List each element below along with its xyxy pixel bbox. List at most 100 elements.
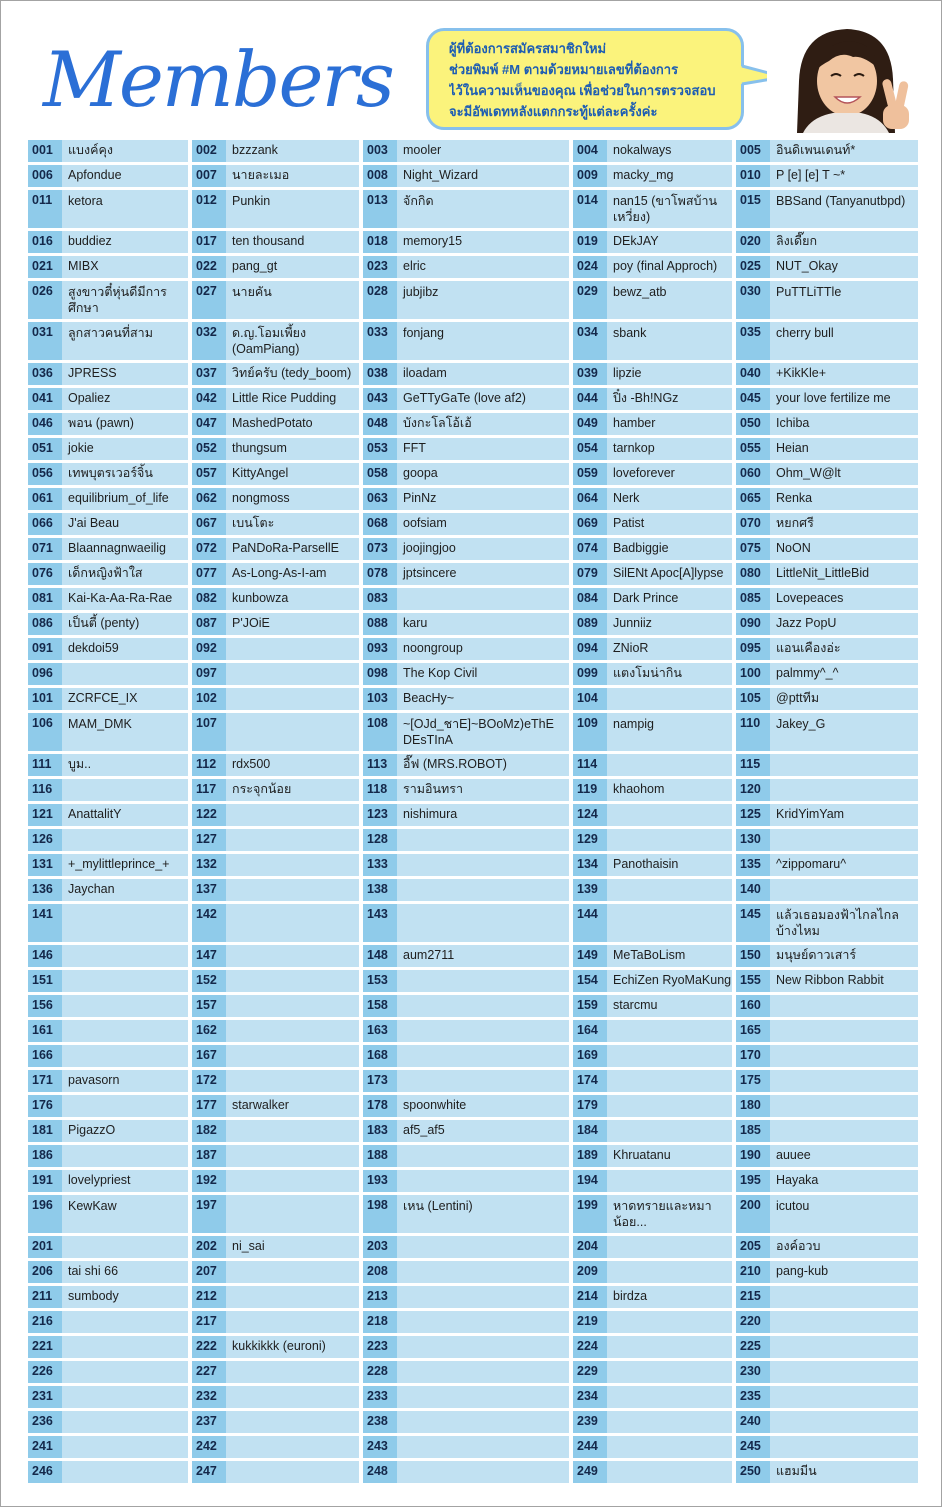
member-name xyxy=(226,904,359,942)
member-number: 070 xyxy=(736,513,770,535)
member-name: sbank xyxy=(613,326,647,340)
photo-bangs xyxy=(815,41,879,71)
member-number: 220 xyxy=(736,1311,770,1333)
member-number: 131 xyxy=(28,854,62,876)
member-cell: 147 xyxy=(192,945,359,967)
member-cell: 157 xyxy=(192,995,359,1017)
member-row: 026 สูงขาวตี๋หุ่นดีมีการศึกษา 027 นายคัน 028… xyxy=(28,281,918,322)
member-cell: 098 The Kop Civil xyxy=(363,663,569,685)
member-cell: 215 xyxy=(736,1286,918,1308)
member-number: 194 xyxy=(573,1170,607,1192)
member-name: DEkJAY xyxy=(613,234,659,248)
member-number: 045 xyxy=(736,388,770,410)
member-cell: 208 xyxy=(363,1261,569,1283)
member-name: your love fertilize me xyxy=(776,391,891,405)
member-name: เด็กหญิงฟ้าใส xyxy=(68,566,143,580)
member-cell: 144 xyxy=(573,904,732,942)
member-number: 080 xyxy=(736,563,770,585)
member-number: 172 xyxy=(192,1070,226,1092)
member-cell: 244 xyxy=(573,1436,732,1458)
member-number: 243 xyxy=(363,1436,397,1458)
member-number: 003 xyxy=(363,140,397,162)
member-number: 034 xyxy=(573,322,607,360)
member-name xyxy=(226,879,359,901)
member-cell: 191 lovelypriest xyxy=(28,1170,188,1192)
member-cell: 032 ด.ญ.โอมเพี้ยง (OamPiang) xyxy=(192,322,359,360)
member-cell: 239 xyxy=(573,1411,732,1433)
member-name xyxy=(62,663,188,685)
member-row: 126 127 128 129 130 xyxy=(28,829,918,854)
member-number: 207 xyxy=(192,1261,226,1283)
member-name xyxy=(62,1095,188,1117)
member-number: 214 xyxy=(573,1286,607,1308)
member-cell: 133 xyxy=(363,854,569,876)
member-cell: 225 xyxy=(736,1336,918,1358)
member-name xyxy=(226,1120,359,1142)
member-cell: 106 MAM_DMK xyxy=(28,713,188,751)
member-cell: 188 xyxy=(363,1145,569,1167)
member-name xyxy=(62,1461,188,1483)
member-row: 081 Kai-Ka-Aa-Ra-Rae 082 kunbowza 083 084 Dark… xyxy=(28,588,918,613)
member-number: 204 xyxy=(573,1236,607,1258)
member-name xyxy=(607,1261,732,1283)
member-cell: 044 ปิ๋ง -Bh!NGz xyxy=(573,388,732,410)
member-cell: 075 NoON xyxy=(736,538,918,560)
member-cell: 209 xyxy=(573,1261,732,1283)
member-name: icutou xyxy=(776,1199,810,1213)
member-number: 186 xyxy=(28,1145,62,1167)
member-number: 248 xyxy=(363,1461,397,1483)
member-number: 121 xyxy=(28,804,62,826)
member-number: 049 xyxy=(573,413,607,435)
member-cell: 228 xyxy=(363,1361,569,1383)
member-name: Khruatanu xyxy=(613,1148,671,1162)
member-number: 161 xyxy=(28,1020,62,1042)
member-name: นายละเมอ xyxy=(232,168,290,182)
member-cell: 080 LittleNit_LittleBid xyxy=(736,563,918,585)
member-row: 221 222 kukkikkk (euroni) 223 224 225 xyxy=(28,1336,918,1361)
member-name xyxy=(397,1386,569,1408)
member-name xyxy=(607,688,732,710)
member-number: 103 xyxy=(363,688,397,710)
member-cell: 172 xyxy=(192,1070,359,1092)
member-number: 071 xyxy=(28,538,62,560)
member-number: 139 xyxy=(573,879,607,901)
member-cell: 018 memory15 xyxy=(363,231,569,253)
member-name xyxy=(226,688,359,710)
member-cell: 148 aum2711 xyxy=(363,945,569,967)
member-name: ZNioR xyxy=(613,641,649,655)
member-name xyxy=(607,1361,732,1383)
member-name xyxy=(770,879,918,901)
member-number: 164 xyxy=(573,1020,607,1042)
member-cell: 218 xyxy=(363,1311,569,1333)
member-name xyxy=(607,1020,732,1042)
member-cell: 056 เทพบุตรเวอร์จิ้น xyxy=(28,463,188,485)
member-cell: 113 อี๊ฟ (MRS.ROBOT) xyxy=(363,754,569,776)
member-name xyxy=(397,1286,569,1308)
member-name xyxy=(607,1336,732,1358)
member-row: 036 JPRESS 037 วิทย์ครับ (tedy_boom) 038 iloa… xyxy=(28,363,918,388)
member-row: 116 117 กระจุกน้อย 118 รามอินทรา 119 khaohom 12… xyxy=(28,779,918,804)
member-number: 109 xyxy=(573,713,607,751)
member-cell: 137 xyxy=(192,879,359,901)
member-number: 120 xyxy=(736,779,770,801)
member-name: รามอินทรา xyxy=(403,782,463,796)
member-number: 170 xyxy=(736,1045,770,1067)
member-number: 165 xyxy=(736,1020,770,1042)
member-name xyxy=(226,1145,359,1167)
member-name: GeTTyGaTe (love af2) xyxy=(403,391,526,405)
member-cell: 028 jubjibz xyxy=(363,281,569,319)
member-number: 026 xyxy=(28,281,62,319)
member-name: P [e] [e] T ~* xyxy=(776,168,846,182)
tail-fill xyxy=(740,66,784,84)
member-cell: 166 xyxy=(28,1045,188,1067)
member-number: 196 xyxy=(28,1195,62,1233)
member-number: 232 xyxy=(192,1386,226,1408)
member-cell: 170 xyxy=(736,1045,918,1067)
member-name: iloadam xyxy=(403,366,447,380)
member-cell: 180 xyxy=(736,1095,918,1117)
member-number: 088 xyxy=(363,613,397,635)
member-cell: 202 ni_sai xyxy=(192,1236,359,1258)
member-name xyxy=(62,1145,188,1167)
member-number: 173 xyxy=(363,1070,397,1092)
member-number: 113 xyxy=(363,754,397,776)
